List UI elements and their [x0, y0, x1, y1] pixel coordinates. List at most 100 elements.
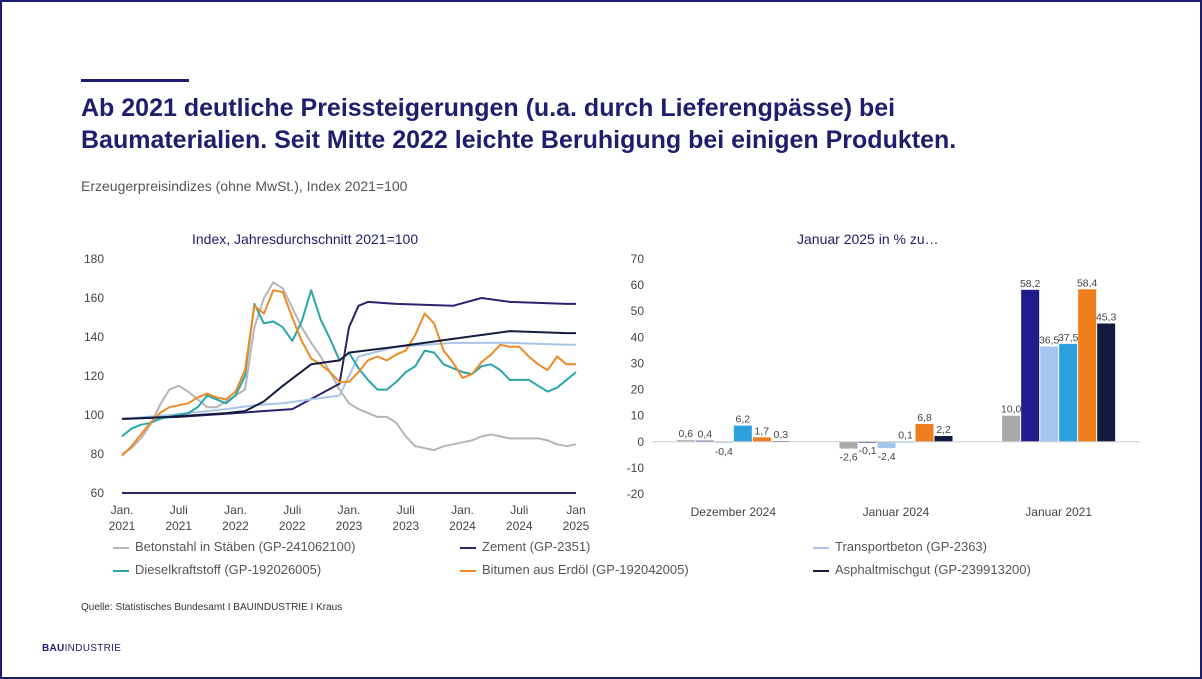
x-tick-label: 2021 [109, 519, 136, 533]
y-tick-label: 20 [631, 383, 645, 397]
x-tick-label: 2022 [222, 519, 249, 533]
bar-data-label: 6,2 [736, 414, 751, 426]
x-tick-label: Juli [170, 503, 188, 517]
bar-zement [1021, 289, 1040, 442]
legend-swatch-asphalt [813, 569, 829, 572]
x-tick-label: 2022 [279, 519, 306, 533]
bar-data-label: 0,6 [679, 428, 694, 440]
bar-dieselkraftstoff [1059, 343, 1078, 442]
x-tick-label: 2021 [165, 519, 192, 533]
bar-data-label: 6,8 [917, 412, 932, 424]
legend-label-betonstahl: Betonstahl in Stäben (GP-241062100) [135, 539, 356, 554]
legend-swatch-diesel [113, 569, 129, 572]
x-tick-label: Juli [510, 503, 528, 517]
headline: Ab 2021 deutliche Preissteigerungen (u.a… [81, 92, 1141, 156]
bar-data-label: -0,1 [858, 445, 876, 457]
y-tick-label: 180 [84, 252, 104, 266]
legend-swatch-bitumen [460, 569, 476, 572]
legend-label-asphalt: Asphaltmischgut (GP-239913200) [835, 562, 1031, 577]
bar-zement [695, 440, 714, 442]
y-tick-label: 40 [631, 330, 645, 344]
headline-line-2: Baumaterialien. Seit Mitte 2022 leichte … [81, 126, 957, 154]
legend-item-bitumen: Bitumen aus Erdöl (GP-192042005) [460, 562, 689, 577]
bar-transportbeton [1040, 346, 1059, 442]
bar-data-label: 10,0 [1001, 404, 1022, 416]
x-tick-label: Jan. [338, 503, 361, 517]
bar-data-label: 1,7 [755, 425, 770, 437]
bar-asphaltmischgut [1097, 323, 1116, 442]
legend-label-transportbeton: Transportbeton (GP-2363) [835, 539, 987, 554]
accent-line [81, 79, 189, 82]
x-tick-label: Jan. [451, 503, 474, 517]
y-tick-label: 120 [84, 369, 104, 383]
line-series-betonstahl-in-st-ben [121, 281, 577, 455]
y-tick-label: -20 [627, 487, 645, 501]
legend-item-asphalt: Asphaltmischgut (GP-239913200) [813, 562, 1031, 577]
x-tick-label: Jan [566, 503, 585, 517]
line-series-zement [121, 297, 576, 420]
bar-asphaltmischgut [934, 436, 953, 442]
legend-swatch-zement [460, 546, 476, 549]
bar-bitumen-aus-erd-l [915, 424, 934, 442]
bar-data-label: 2,2 [936, 424, 951, 436]
source-note: Quelle: Statistisches Bundesamt I BAUIND… [81, 602, 343, 613]
bauindustrie-logo: BAUINDUSTRIE [42, 643, 121, 654]
y-tick-label: 140 [84, 330, 104, 344]
x-tick-label: Juli [283, 503, 301, 517]
logo-rest: INDUSTRIE [64, 643, 122, 654]
y-tick-label: 100 [84, 408, 104, 422]
bar-data-label: 36,5 [1039, 334, 1060, 346]
y-tick-label: 60 [91, 486, 105, 500]
bar-data-label: 0,1 [898, 430, 913, 442]
bar-data-label: 45,3 [1096, 311, 1117, 323]
legend-item-zement: Zement (GP-2351) [460, 539, 590, 554]
legend-swatch-transportbeton [813, 546, 829, 549]
y-tick-label: 60 [631, 278, 645, 292]
bar-data-label: 58,2 [1020, 278, 1041, 290]
y-tick-label: -10 [627, 461, 645, 475]
legend-item-betonstahl: Betonstahl in Stäben (GP-241062100) [113, 539, 355, 554]
bar-bitumen-aus-erd-l [1078, 289, 1097, 442]
bar-transportbeton [877, 441, 896, 449]
y-tick-label: 70 [631, 252, 645, 266]
y-tick-label: 10 [631, 409, 645, 423]
line-series-asphaltmischgut [121, 330, 576, 420]
legend-label-zement: Zement (GP-2351) [482, 539, 591, 554]
x-tick-label: 2023 [392, 519, 419, 533]
headline-line-1: Ab 2021 deutliche Preissteigerungen (u.a… [81, 94, 896, 122]
bar-data-label: -0,4 [715, 446, 733, 458]
x-tick-label: 2025 [563, 519, 590, 533]
y-tick-label: 160 [84, 291, 104, 305]
y-tick-label: 80 [91, 447, 105, 461]
x-tick-label: Jan. [111, 503, 134, 517]
legend-label-diesel: Dieselkraftstoff (GP-192026005) [135, 562, 322, 577]
bar-data-label: -2,6 [839, 452, 857, 464]
bar-data-label: 0,3 [774, 429, 789, 441]
category-label: Januar 2021 [1025, 505, 1092, 519]
x-tick-label: 2024 [449, 519, 476, 533]
y-tick-label: 50 [631, 304, 645, 318]
y-tick-label: 0 [637, 435, 644, 449]
bar-chart-title: Januar 2025 in % zu… [797, 231, 939, 247]
line-series-transportbeton [121, 341, 576, 420]
bar-data-label: 37,5 [1058, 332, 1079, 344]
legend-label-bitumen: Bitumen aus Erdöl (GP-192042005) [482, 562, 689, 577]
bar-betonstahl-in-st-ben [1002, 415, 1021, 442]
bar-dieselkraftstoff [733, 425, 752, 442]
logo-bold: BAU [42, 643, 65, 654]
y-tick-label: 30 [631, 356, 645, 370]
bar-data-label: 58,4 [1077, 277, 1098, 289]
x-tick-label: Juli [397, 503, 415, 517]
legend-swatch-betonstahl [113, 546, 129, 549]
category-label: Januar 2024 [863, 505, 930, 519]
legend-item-diesel: Dieselkraftstoff (GP-192026005) [113, 562, 321, 577]
bar-bitumen-aus-erd-l [752, 437, 771, 442]
line-series-bitumen-aus-erd-l [121, 289, 576, 457]
bar-betonstahl-in-st-ben [839, 441, 858, 449]
category-label: Dezember 2024 [691, 505, 777, 519]
bar-data-label: 0,4 [698, 429, 713, 441]
x-tick-label: 2024 [506, 519, 533, 533]
legend-item-transportbeton: Transportbeton (GP-2363) [813, 539, 987, 554]
